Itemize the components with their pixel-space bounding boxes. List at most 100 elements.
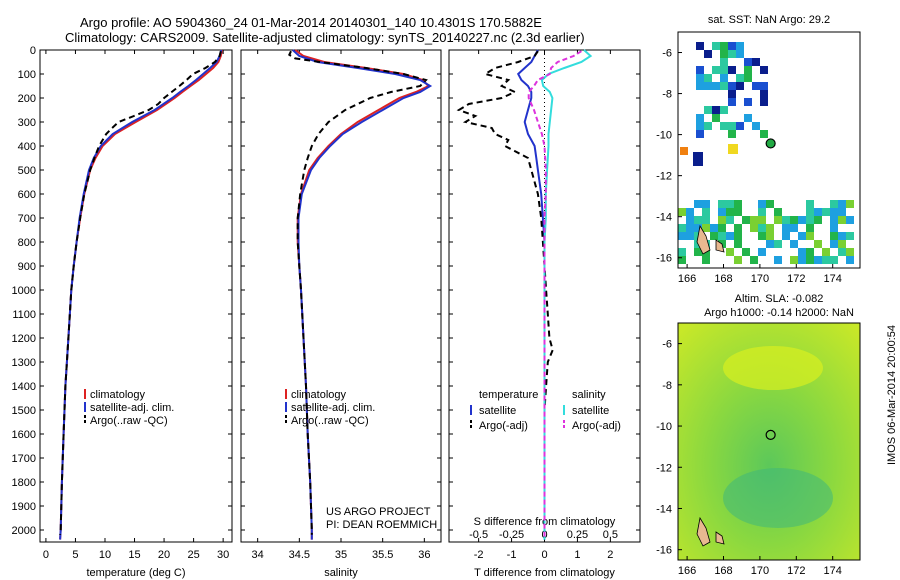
map-y-tick-label: -14 — [656, 212, 672, 224]
sst-cell — [696, 122, 704, 130]
sla-map: Altim. SLA: -0.082 Argo h1000: -0.14 h200… — [656, 293, 861, 577]
map-y-tick-label: -6 — [662, 48, 672, 60]
sst-cell — [728, 122, 736, 130]
sst-cell — [678, 208, 686, 216]
sst-map: sat. SST: NaN Argo: 29.2 166 168 170 172 174 -… — [656, 14, 861, 285]
sst-cell — [686, 224, 694, 232]
sst-cell — [758, 224, 766, 232]
sst-cell — [830, 216, 838, 224]
x-tick-label: -2 — [474, 549, 484, 561]
x-tick-label: 25 — [187, 549, 199, 561]
sst-cell — [774, 256, 782, 264]
sst-cell — [830, 256, 838, 264]
sst-cell — [728, 66, 736, 74]
sst-cell — [814, 256, 822, 264]
y-tick-label: 2000 — [12, 525, 36, 537]
legend-entry: satellite-adj. clim. — [291, 402, 375, 414]
legend-entry: Argo(-adj) — [479, 420, 528, 432]
sst-cell — [814, 216, 822, 224]
sst-cell — [728, 50, 736, 58]
sst-cell — [712, 82, 720, 90]
x-tick-label-salinity: -0.5 — [469, 529, 488, 541]
sst-cell — [750, 256, 758, 264]
sst-cell — [704, 50, 712, 58]
series-line — [292, 49, 433, 540]
sst-cell — [814, 208, 822, 216]
sst-cell — [728, 90, 736, 98]
sst-cell — [696, 82, 704, 90]
legend-entry: satellite — [572, 405, 609, 417]
sst-cell — [838, 248, 846, 256]
sst-cell — [694, 216, 702, 224]
sst-cell — [798, 248, 806, 256]
sst-cell — [726, 248, 734, 256]
island-shape — [715, 239, 725, 253]
sst-cell — [712, 106, 720, 114]
legend-entry: Argo(..raw -QC) — [90, 415, 168, 427]
y-tick-label: 1900 — [12, 501, 36, 513]
x-tick-label: 0 — [541, 549, 547, 561]
sst-cell — [710, 232, 718, 240]
sst-cell — [678, 256, 686, 264]
sst-cell — [758, 248, 766, 256]
sst-cell — [790, 216, 798, 224]
sst-cell — [846, 200, 854, 208]
map-x-tick-label: 168 — [714, 565, 732, 577]
sst-cell — [798, 216, 806, 224]
sst-cell — [750, 216, 758, 224]
sst-cell — [720, 74, 728, 82]
sst-cell — [822, 208, 830, 216]
sst-cell — [728, 144, 738, 154]
legend-entry: satellite-adj. clim. — [90, 402, 174, 414]
sst-cell — [742, 248, 750, 256]
sst-cell — [744, 98, 752, 106]
header-line2: Climatology: CARS2009. Satellite-adjuste… — [65, 30, 585, 45]
sst-cell — [774, 216, 782, 224]
map-y-tick-label: -14 — [656, 503, 672, 515]
y-tick-label: 1000 — [12, 285, 36, 297]
sst-cell — [702, 200, 710, 208]
sst-cell — [790, 256, 798, 264]
map-y-tick-label: -12 — [656, 462, 672, 474]
sst-cell — [822, 248, 830, 256]
x-tick-label: 30 — [217, 549, 229, 561]
sst-cell — [696, 42, 704, 50]
y-tick-label: 500 — [18, 165, 36, 177]
temperature-panel: 0100200300400500600700800900100011001200… — [12, 45, 233, 579]
sst-cell — [726, 200, 734, 208]
series-line — [540, 49, 593, 540]
sst-cell — [744, 74, 752, 82]
map-x-tick-label: 166 — [678, 565, 696, 577]
sst-cell — [712, 42, 720, 50]
legend-group-title: salinity — [572, 389, 606, 401]
y-tick-label: 200 — [18, 93, 36, 105]
sst-cell — [710, 224, 718, 232]
sst-cell — [846, 248, 854, 256]
sst-cell — [712, 114, 720, 122]
series-line — [456, 50, 554, 535]
sst-cell — [744, 58, 752, 66]
map-y-tick-label: -10 — [656, 421, 672, 433]
map-frame — [677, 31, 861, 269]
x-axis-label: T difference from climatology — [474, 567, 615, 579]
sst-cell — [734, 208, 742, 216]
y-tick-label: 900 — [18, 261, 36, 273]
sst-cell — [774, 208, 782, 216]
x-tick-label: 34 — [252, 549, 264, 561]
sst-cell — [806, 216, 814, 224]
sst-cell — [680, 147, 688, 155]
sst-cell — [686, 216, 694, 224]
sst-cell — [744, 114, 752, 122]
sst-cell — [678, 232, 686, 240]
map-x-tick-label: 172 — [787, 273, 805, 285]
sst-cell — [838, 240, 846, 248]
annotation-text: US ARGO PROJECT — [326, 506, 431, 518]
map-x-tick-label: 170 — [751, 565, 769, 577]
sst-cell — [830, 240, 838, 248]
sst-cell — [766, 224, 774, 232]
sst-cell — [846, 232, 854, 240]
sst-cell — [838, 208, 846, 216]
sst-cell — [830, 208, 838, 216]
sst-cell — [806, 200, 814, 208]
map-y-tick-label: -12 — [656, 171, 672, 183]
